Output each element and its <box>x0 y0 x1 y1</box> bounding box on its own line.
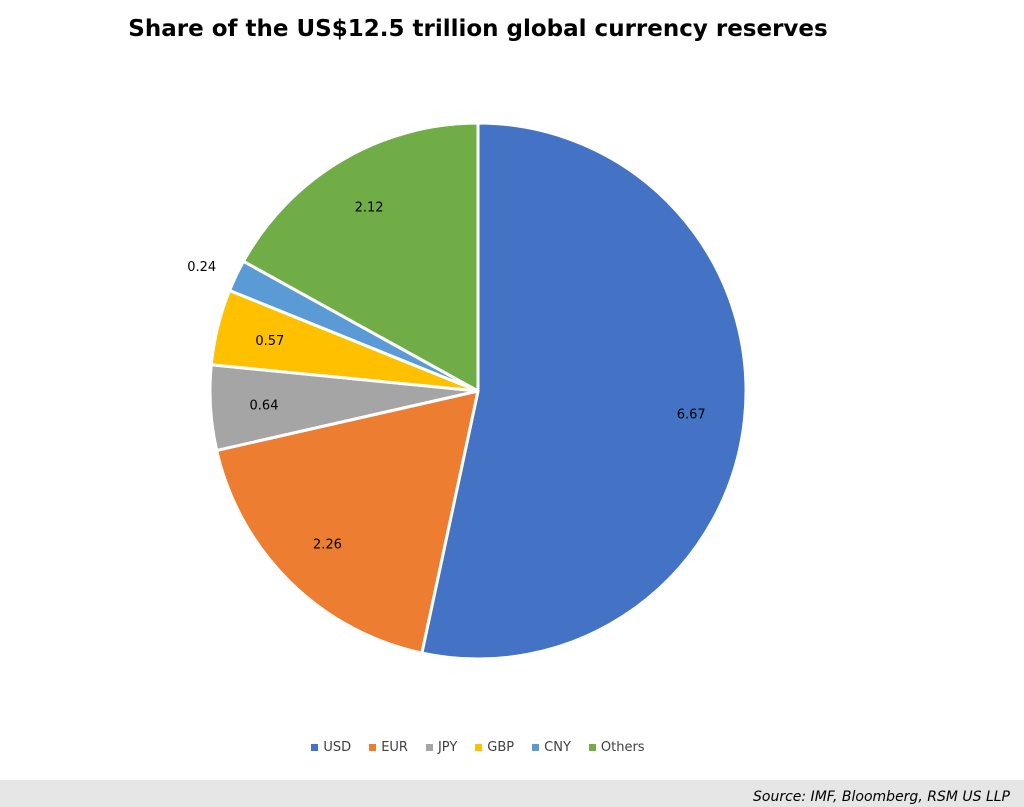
legend-swatch-cny <box>532 744 540 751</box>
pie-slice-others <box>241 121 480 393</box>
legend-swatch-eur <box>369 744 377 751</box>
legend-item-gbp: GBP <box>475 740 514 755</box>
data-label-eur: 2.26 <box>313 538 342 553</box>
legend-label-usd: USD <box>323 740 352 755</box>
legend-item-usd: USD <box>311 740 351 755</box>
legend-swatch-gbp <box>475 744 483 751</box>
data-label-jpy: 0.64 <box>250 399 279 414</box>
data-label-gbp: 0.57 <box>255 334 284 349</box>
data-label-others: 2.12 <box>355 200 384 215</box>
chart-title: Share of the US$12.5 trillion global cur… <box>128 16 828 42</box>
data-label-usd: 6.67 <box>677 408 706 423</box>
pie-slice-usd <box>420 121 748 661</box>
legend-swatch-usd <box>311 744 319 751</box>
legend: USD EUR JPY GBP CNY Others <box>0 740 956 755</box>
legend-label-eur: EUR <box>381 740 408 755</box>
legend-label-jpy: JPY <box>437 740 458 755</box>
footer-bar: Source: IMF, Bloomberg, RSM US LLP <box>0 780 1024 807</box>
legend-swatch-others <box>588 744 596 751</box>
pie-slice-eur <box>215 389 480 655</box>
legend-label-cny: CNY <box>544 740 571 755</box>
legend-swatch-jpy <box>425 744 433 751</box>
legend-item-jpy: JPY <box>425 740 458 755</box>
source-note: Source: IMF, Bloomberg, RSM US LLP <box>753 789 1010 805</box>
legend-item-others: Others <box>588 740 645 755</box>
legend-label-others: Others <box>600 740 645 755</box>
data-label-cny: 0.24 <box>187 260 216 275</box>
legend-item-eur: EUR <box>369 740 408 755</box>
legend-item-cny: CNY <box>532 740 571 755</box>
legend-label-gbp: GBP <box>487 740 515 755</box>
